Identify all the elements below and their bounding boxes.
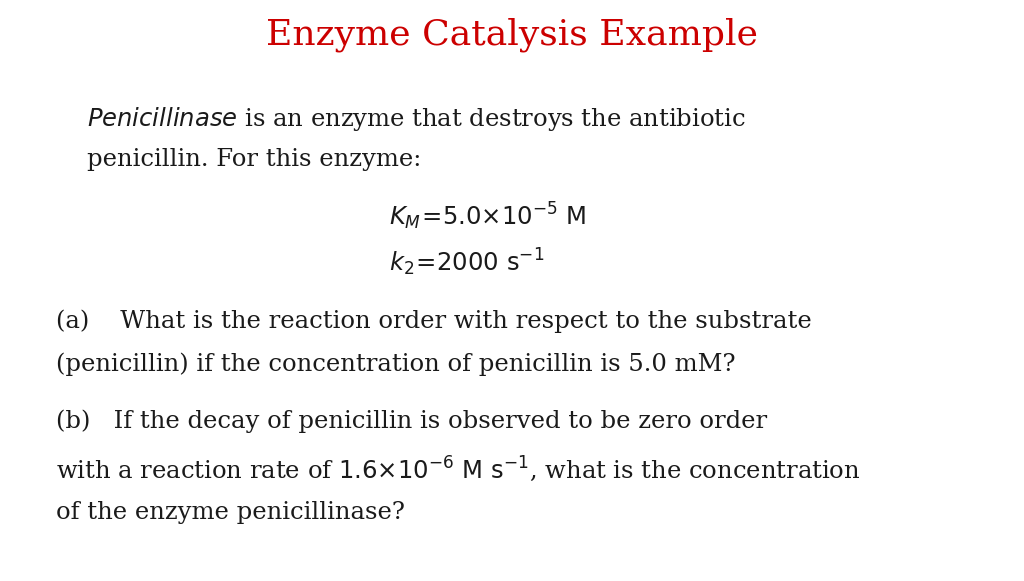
Text: $k_2\!=\!2000\ \mathrm{s}^{-1}$: $k_2\!=\!2000\ \mathrm{s}^{-1}$ [389, 247, 545, 278]
Text: $K_M\!=\!5.0{\times}10^{-5}\ \mathrm{M}$: $K_M\!=\!5.0{\times}10^{-5}\ \mathrm{M}$ [389, 200, 587, 232]
Text: (a)    What is the reaction order with respect to the substrate: (a) What is the reaction order with resp… [56, 309, 812, 333]
Text: Enzyme Catalysis Example: Enzyme Catalysis Example [266, 17, 758, 52]
Text: with a reaction rate of $1.6{\times}10^{-6}\ \mathrm{M\ s}^{-1}$, what is the co: with a reaction rate of $1.6{\times}10^{… [56, 454, 861, 483]
Text: (b)   If the decay of penicillin is observed to be zero order: (b) If the decay of penicillin is observ… [56, 410, 767, 433]
Text: $\mathit{Penicillinase}$ is an enzyme that destroys the antibiotic: $\mathit{Penicillinase}$ is an enzyme th… [87, 105, 745, 132]
Text: (penicillin) if the concentration of penicillin is 5.0 mM?: (penicillin) if the concentration of pen… [56, 353, 736, 376]
Text: of the enzyme penicillinase?: of the enzyme penicillinase? [56, 501, 406, 524]
Text: penicillin. For this enzyme:: penicillin. For this enzyme: [87, 148, 422, 171]
